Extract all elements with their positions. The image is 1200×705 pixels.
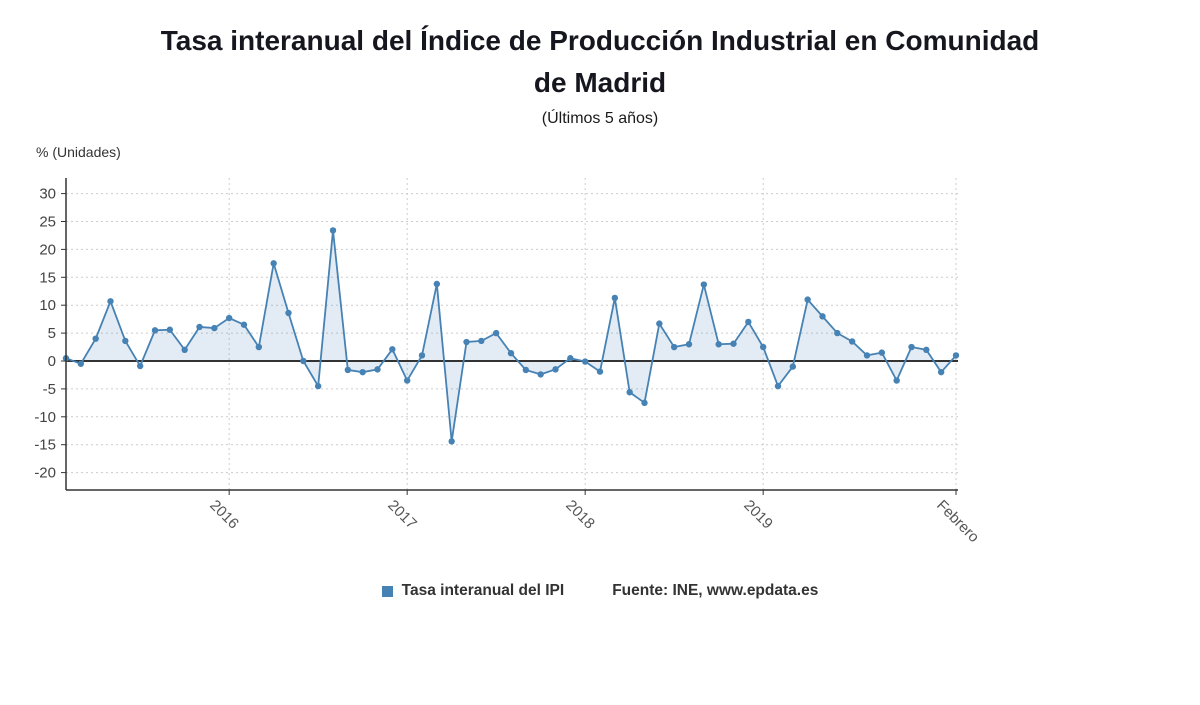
y-tick-label: -15 — [34, 437, 56, 454]
data-point-marker — [581, 358, 589, 365]
data-point-marker — [359, 368, 366, 376]
data-point-marker — [656, 320, 663, 327]
gridlines — [66, 178, 958, 490]
data-point-marker — [596, 368, 604, 375]
data-point-marker — [196, 323, 203, 331]
data-point-marker — [908, 343, 915, 351]
data-point-marker — [923, 346, 930, 354]
data-point-marker — [685, 341, 693, 348]
line-chart: 30 25 20 15 10 5 0 -5 -10 -15 -20 2016 2017 2018 2019 F… — [34, 178, 982, 546]
x-tick-label: 2018 — [562, 497, 598, 533]
series-markers — [62, 227, 960, 445]
x-axis-labels: 2016 2017 2018 2019 Febrero — [206, 490, 982, 546]
data-point-marker — [522, 366, 530, 374]
y-tick-label: -10 — [34, 409, 56, 426]
data-point-marker — [389, 346, 396, 353]
legend-series-label: Tasa interanual del IPI — [401, 582, 565, 599]
data-point-marker — [403, 377, 411, 384]
x-tick-label: 2016 — [206, 497, 242, 533]
data-point-marker — [641, 399, 648, 407]
data-point-marker — [552, 366, 559, 373]
data-point-marker — [181, 346, 188, 354]
data-point-marker — [804, 296, 811, 303]
data-point-marker — [878, 349, 886, 356]
data-point-marker — [122, 337, 129, 345]
data-point-marker — [344, 366, 352, 374]
data-point-marker — [611, 294, 619, 302]
data-point-marker — [374, 366, 381, 373]
legend-item: Tasa interanual del IPI — [381, 582, 565, 600]
chart-title-line1: Tasa interanual del Índice de Producción… — [160, 25, 1040, 56]
data-point-marker — [789, 363, 797, 370]
data-point-marker — [255, 343, 263, 351]
y-axis-unit-label: % (Unidades) — [36, 144, 121, 160]
x-tick-label: 2019 — [740, 497, 776, 533]
data-point-marker — [107, 298, 114, 305]
data-point-marker — [77, 360, 85, 367]
y-tick-label: 20 — [39, 241, 56, 258]
data-point-marker — [136, 362, 144, 370]
data-point-marker — [166, 326, 174, 333]
source-text: Fuente: INE, www.epdata.es — [612, 582, 819, 599]
data-point-marker — [745, 318, 752, 326]
x-tick-label: Febrero — [933, 497, 982, 546]
data-point-marker — [433, 280, 441, 288]
data-point-marker — [314, 382, 322, 390]
data-point-marker — [774, 382, 782, 390]
data-point-marker — [300, 357, 307, 365]
data-point-marker — [211, 324, 218, 332]
chart-subtitle: (Últimos 5 años) — [541, 110, 659, 127]
legend: Tasa interanual del IPI Fuente: INE, www… — [0, 582, 1200, 600]
data-point-marker — [626, 389, 633, 396]
data-point-marker — [463, 338, 470, 346]
data-point-marker — [225, 314, 233, 322]
data-point-marker — [418, 352, 426, 359]
data-point-marker — [478, 337, 485, 345]
data-point-marker — [492, 329, 500, 337]
data-point-marker — [759, 343, 767, 351]
data-point-marker — [448, 438, 455, 445]
data-point-marker — [715, 341, 722, 348]
data-point-marker — [834, 329, 841, 337]
data-point-marker — [151, 327, 159, 334]
y-tick-label: -20 — [34, 465, 56, 482]
data-point-marker — [537, 371, 544, 378]
y-tick-label: 25 — [39, 214, 56, 231]
data-point-marker — [952, 352, 960, 359]
data-point-marker — [507, 349, 515, 357]
data-point-marker — [567, 355, 574, 362]
legend-marker-icon — [381, 585, 393, 597]
data-point-marker — [819, 313, 826, 320]
data-point-marker — [670, 343, 678, 351]
y-tick-label: -5 — [43, 381, 56, 398]
data-point-marker — [863, 352, 871, 359]
y-axis-labels: 30 25 20 15 10 5 0 -5 -10 -15 -20 — [34, 186, 66, 482]
data-point-marker — [240, 321, 248, 328]
data-point-marker — [848, 338, 856, 345]
chart-title-line2: de Madrid — [533, 67, 667, 98]
y-tick-label: 5 — [48, 325, 56, 342]
data-point-marker — [893, 377, 900, 384]
data-point-marker — [730, 340, 737, 347]
data-point-marker — [937, 368, 945, 376]
data-point-marker — [285, 309, 292, 317]
y-tick-label: 10 — [39, 297, 56, 314]
data-point-marker — [92, 335, 99, 342]
y-tick-label: 0 — [48, 353, 56, 370]
data-point-marker — [329, 227, 337, 234]
y-tick-label: 30 — [39, 186, 56, 203]
series-area — [66, 230, 956, 442]
data-point-marker — [270, 260, 277, 267]
chart-title: Tasa interanual del Índice de Producción… — [0, 0, 1200, 104]
y-tick-label: 15 — [39, 269, 56, 286]
x-tick-label: 2017 — [384, 497, 420, 533]
data-point-marker — [700, 281, 708, 288]
